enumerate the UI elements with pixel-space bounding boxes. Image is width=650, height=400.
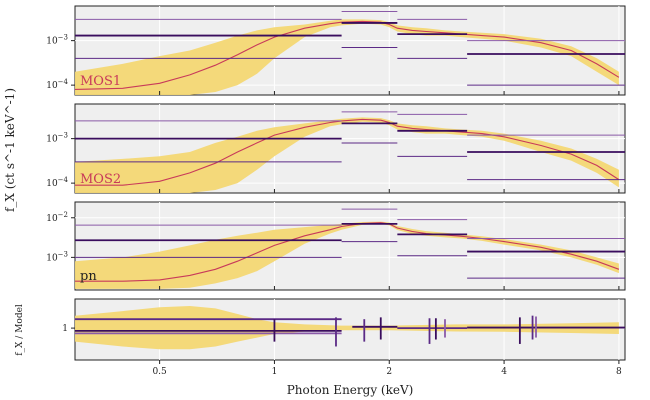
panel-2: 10−4 10−3 MOS2 [46,103,626,194]
panel-label: pn [80,269,97,284]
y-tick-label: 10−2 [46,211,68,224]
ratio-uncertainty-band [75,306,619,350]
y-tick-label: 10−3 [46,132,68,145]
y-tick-label: 1 [62,324,68,334]
x-tick-label: 0.5 [152,367,167,377]
x-axis-title: Photon Energy (keV) [287,383,414,397]
panel-4: 1 0.5 1 2 4 8 [62,298,626,377]
panel-3: 10−3 10−2 pn [46,201,626,291]
x-tick-label: 2 [386,367,392,377]
x-tick-label: 8 [616,367,622,377]
uncertainty-band [75,19,619,95]
panel-label: MOS1 [80,74,121,89]
panel-1: 10−4 10−3 MOS1 [46,5,626,96]
x-tick-label: 1 [272,367,278,377]
ratio-axis-title-group: f_X / Model [15,304,25,356]
model-curve [75,118,620,186]
y-axis-title: f_X (ct s^-1 keV^-1) [3,88,17,212]
x-tick-label: 4 [501,367,507,377]
model-curve [75,222,620,282]
y-axis-title-group: f_X (ct s^-1 keV^-1) [3,88,17,212]
y-tick-label: 10−3 [46,250,68,263]
uncertainty-band [75,117,619,193]
y-tick-label: 10−4 [46,176,68,189]
ratio-axis-title: f_X / Model [15,304,25,356]
y-tick-label: 10−4 [46,78,68,91]
panel-label: MOS2 [80,172,121,187]
y-tick-label: 10−3 [46,34,68,47]
